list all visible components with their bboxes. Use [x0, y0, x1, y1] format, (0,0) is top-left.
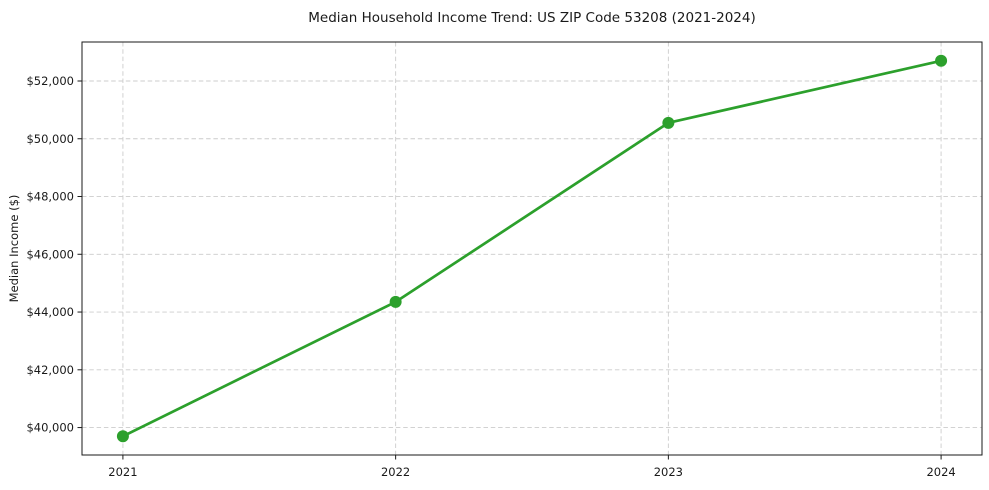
y-tick-label: $40,000: [26, 421, 74, 435]
y-tick-label: $48,000: [26, 190, 74, 204]
data-point-marker: [116, 430, 129, 443]
plot-border: [81, 41, 983, 456]
y-tick-label: $44,000: [26, 305, 74, 319]
data-point-marker: [935, 54, 948, 67]
data-series-layer: [116, 54, 948, 443]
y-tick-label: $52,000: [26, 74, 74, 88]
trend-line: [121, 59, 943, 438]
data-point-marker: [662, 116, 675, 129]
x-tick-label: 2023: [654, 465, 683, 479]
y-tick-label: $46,000: [26, 247, 74, 261]
y-tick-label: $50,000: [26, 132, 74, 146]
x-tick-label: 2024: [926, 465, 955, 479]
x-tick-label: 2021: [108, 465, 137, 479]
axes-layer: $40,000 $42,000 $44,000 $46,000 $48,000 $50,0…: [26, 74, 955, 479]
x-tick-label: 2022: [381, 465, 410, 479]
gridlines: [82, 42, 982, 455]
y-tick-label: $42,000: [26, 363, 74, 377]
y-axis-label: Median Income ($): [7, 195, 21, 303]
data-point-marker: [389, 295, 402, 308]
chart-title: Median Household Income Trend: US ZIP Co…: [308, 10, 756, 26]
